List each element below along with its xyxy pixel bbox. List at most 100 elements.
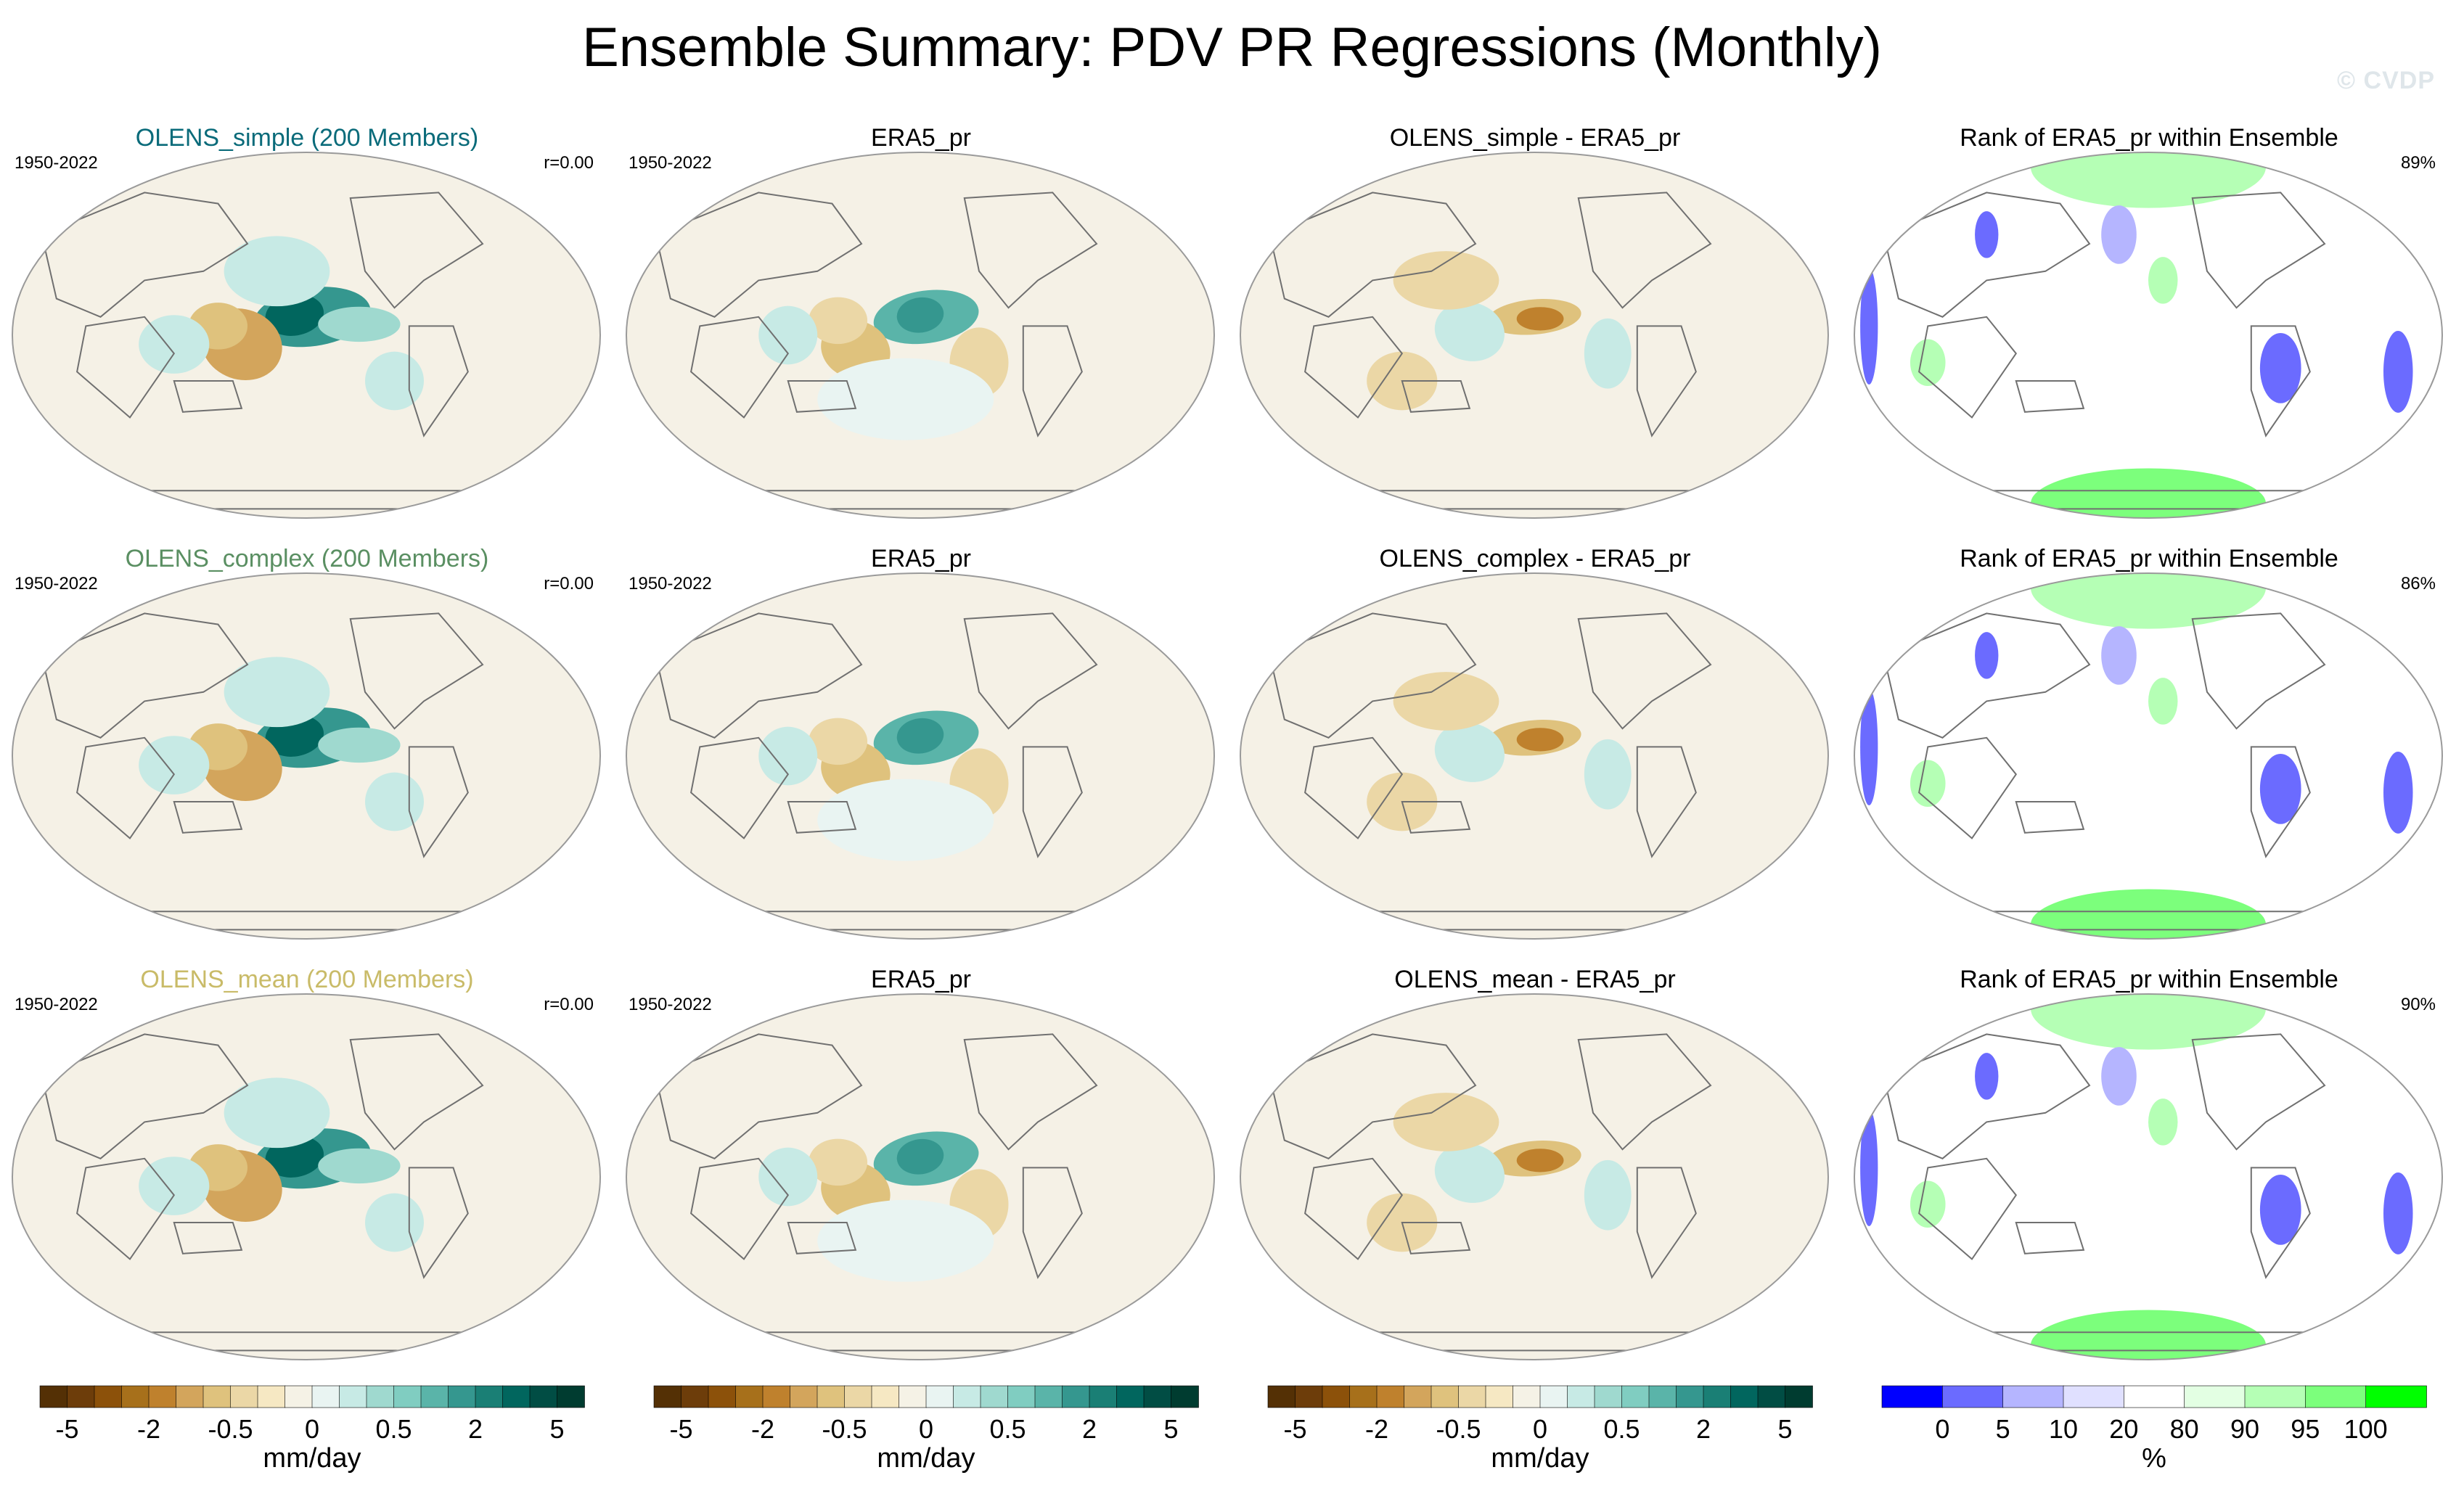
colorbar-unit: mm/day [263,1443,361,1474]
colorbar-swatch [2244,1385,2307,1408]
map-border [1854,572,2443,940]
colorbar-unit: % [2142,1443,2166,1474]
map-anomaly-blob [1516,307,1564,331]
colorbar-swatch [285,1385,313,1408]
map-field-diff [1269,1033,1712,1352]
colorbar-tick-label: 0 [304,1414,320,1444]
colorbar-swatch [475,1385,504,1408]
continent-outline [1269,612,1477,739]
continent-outline [1636,746,1697,858]
colorbar-tick-label: -5 [669,1414,693,1444]
map-anomaly-blob [1860,1109,1878,1227]
map-anomaly-blob [1516,1149,1564,1172]
continent-outline [408,746,469,858]
colorbar-swatch [1349,1385,1378,1408]
continent-outline [787,380,857,413]
colorbar-swatch [2184,1385,2246,1408]
colorbar-swatch [311,1385,340,1408]
continent-outline [1918,1157,2018,1260]
colorbar-swatch [1881,1385,1944,1408]
map-anomaly-blob [1860,267,1878,385]
rank-percent-label: 86% [2400,574,2436,593]
colorbar-swatch [1404,1385,1432,1408]
map-panel-obs: ERA5_pr 1950-2022 [614,123,1228,530]
map-anomaly-blob [1434,723,1505,782]
map-anomaly-blob [1516,728,1564,752]
colorbar-tick-label: 20 [2109,1414,2139,1444]
colorbar-tick-label: -2 [750,1414,774,1444]
map-anomaly-blob [758,726,818,786]
continent-outline [2015,1222,2085,1254]
continent-outline [2191,1033,2326,1151]
map-anomaly-blob [2031,1310,2266,1360]
map-anomaly-blob [896,297,944,333]
colorbar-swatch [67,1385,95,1408]
map-panel-rank: Rank of ERA5_pr within Ensemble 89% [1842,123,2456,530]
colorbar-swatch [1267,1385,1296,1408]
continent-outline [1577,612,1712,730]
continent-outline [1401,801,1471,834]
map-ocean-rank [1854,573,2442,939]
map-anomaly-blob [809,718,868,765]
period-label: 1950-2022 [629,153,712,173]
map-anomaly-blob [1975,1053,1999,1100]
map-anomaly-blob [1975,211,1999,258]
map-anomaly-blob [365,772,424,831]
continent-outline [1636,325,1697,438]
map-ocean-rank [1854,152,2442,518]
colorbar-tick-label: 2 [1081,1414,1097,1444]
map-panel-model: OLENS_mean (200 Members) 1950-2022 r=0.00 [0,965,614,1371]
colorbar-swatch [339,1385,367,1408]
correlation-label: r=0.00 [544,574,594,593]
map-anomaly-blob [2031,573,2266,629]
map-anomaly-blob [2101,205,2137,264]
map-anomaly-blob [224,236,330,307]
colorbar-swatch [1295,1385,1323,1408]
map-border [1854,152,2443,519]
colorbar-tick-label: 2 [467,1414,483,1444]
colorbar-tick-label: 0 [1532,1414,1548,1444]
colorbar-swatch [1376,1385,1405,1408]
map-field-model [41,1033,484,1352]
map-anomaly-blob [817,779,994,861]
map-panel-rank: Rank of ERA5_pr within Ensemble 90% [1842,965,2456,1371]
colorbar-precip [39,1385,585,1408]
colorbar-tick-label: 5 [549,1414,565,1444]
colorbar-tick-label: 0 [1935,1414,1950,1444]
map-border [626,572,1215,940]
continent-outline [173,380,243,413]
map-border [12,993,601,1360]
colorbar-swatch [816,1385,846,1408]
map-diff [1240,572,1829,940]
map-ocean-diff [1240,573,1828,939]
colorbar-precip [1267,1385,1813,1408]
map-ocean-diff [1240,152,1828,518]
map-panel-rank: Rank of ERA5_pr within Ensemble 86% [1842,544,2456,950]
panel-title: OLENS_simple (200 Members) [135,124,479,152]
continent-outline [787,801,857,834]
map-rank [1854,152,2443,519]
map-anomaly-blob [1434,302,1505,361]
colorbar-tick-label: 90 [2230,1414,2260,1444]
map-anomaly-blob [896,718,944,754]
continent-outline [76,736,176,839]
colorbar-swatch [1034,1385,1063,1408]
colorbar-swatch [393,1385,422,1408]
continent-outline [1918,736,2018,839]
colorbar-tick-label: 0.5 [1603,1414,1640,1444]
continent-outline [655,192,863,318]
map-anomaly-blob [1860,688,1878,806]
continent-outline [2191,192,2326,309]
map-rank [1854,993,2443,1360]
colorbar-swatch [1539,1385,1568,1408]
continent-outline [1269,192,1477,318]
colorbar-swatch [2305,1385,2367,1408]
colorbar-rank [1881,1385,2427,1408]
map-field-obs [655,612,1098,931]
colorbar-swatch [1322,1385,1351,1408]
continent-outline [963,192,1098,309]
colorbar-swatch [844,1385,872,1408]
colorbar-swatch [529,1385,558,1408]
colorbar-swatch [1430,1385,1460,1408]
map-panel-diff: OLENS_simple - ERA5_pr [1228,123,1842,530]
